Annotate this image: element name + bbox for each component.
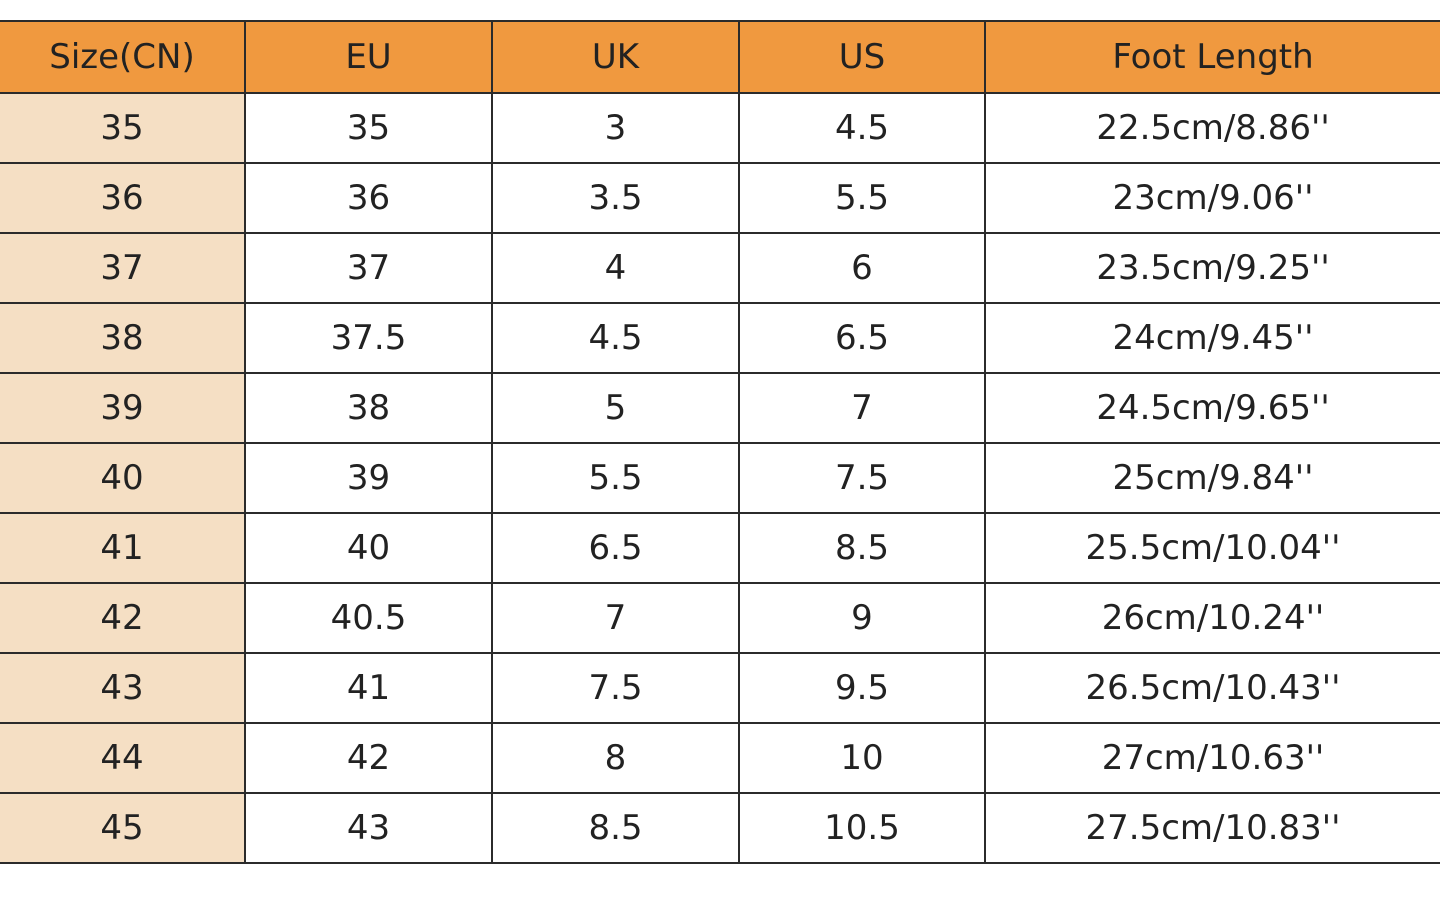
table-body: 35 35 3 4.5 22.5cm/8.86'' 36 36 3.5 5.5 23cm/9.06… — [0, 92, 1440, 864]
table-cell: 26.5cm/10.43'' — [984, 652, 1440, 724]
size-cell: 37 — [0, 232, 246, 304]
table-row: 37 37 4 6 23.5cm/9.25'' — [0, 232, 1440, 304]
table-cell: 24cm/9.45'' — [984, 302, 1440, 374]
table-cell: 10 — [738, 722, 986, 794]
size-cell: 45 — [0, 792, 246, 864]
size-cell: 42 — [0, 582, 246, 654]
table-cell: 40.5 — [244, 582, 493, 654]
table-cell: 9.5 — [738, 652, 986, 724]
header-cell: Foot Length — [984, 20, 1440, 94]
table-cell: 35 — [244, 92, 493, 164]
table-row: 42 40.5 7 9 26cm/10.24'' — [0, 582, 1440, 654]
table-cell: 6.5 — [491, 512, 740, 584]
table-cell: 6 — [738, 232, 986, 304]
size-cell: 41 — [0, 512, 246, 584]
table-row: 44 42 8 10 27cm/10.63'' — [0, 722, 1440, 794]
table-row: 40 39 5.5 7.5 25cm/9.84'' — [0, 442, 1440, 514]
table-cell: 8.5 — [491, 792, 740, 864]
table-cell: 26cm/10.24'' — [984, 582, 1440, 654]
size-cell: 39 — [0, 372, 246, 444]
header-cell: UK — [491, 20, 740, 94]
table-cell: 7 — [491, 582, 740, 654]
table-cell: 43 — [244, 792, 493, 864]
table-cell: 5 — [491, 372, 740, 444]
table-cell: 41 — [244, 652, 493, 724]
table-cell: 27cm/10.63'' — [984, 722, 1440, 794]
size-cell: 35 — [0, 92, 246, 164]
table-cell: 27.5cm/10.83'' — [984, 792, 1440, 864]
table-row: 41 40 6.5 8.5 25.5cm/10.04'' — [0, 512, 1440, 584]
table-cell: 36 — [244, 162, 493, 234]
table-cell: 23.5cm/9.25'' — [984, 232, 1440, 304]
table-cell: 39 — [244, 442, 493, 514]
table-cell: 23cm/9.06'' — [984, 162, 1440, 234]
table-row: 43 41 7.5 9.5 26.5cm/10.43'' — [0, 652, 1440, 724]
header-row: Size(CN) EU UK US Foot Length — [0, 20, 1440, 94]
table-cell: 22.5cm/8.86'' — [984, 92, 1440, 164]
table-cell: 8.5 — [738, 512, 986, 584]
table-cell: 5.5 — [491, 442, 740, 514]
table-row: 45 43 8.5 10.5 27.5cm/10.83'' — [0, 792, 1440, 864]
table-cell: 4.5 — [491, 302, 740, 374]
table-cell: 4 — [491, 232, 740, 304]
table-cell: 37 — [244, 232, 493, 304]
table-row: 39 38 5 7 24.5cm/9.65'' — [0, 372, 1440, 444]
table-row: 38 37.5 4.5 6.5 24cm/9.45'' — [0, 302, 1440, 374]
table-cell: 7.5 — [491, 652, 740, 724]
table-cell: 25.5cm/10.04'' — [984, 512, 1440, 584]
table-cell: 9 — [738, 582, 986, 654]
table-cell: 3.5 — [491, 162, 740, 234]
size-table: Size(CN) EU UK US Foot Length 35 35 3 4.5 22.5cm… — [0, 20, 1440, 864]
table-cell: 5.5 — [738, 162, 986, 234]
table-cell: 7.5 — [738, 442, 986, 514]
table-cell: 7 — [738, 372, 986, 444]
header-cell: Size(CN) — [0, 20, 246, 94]
size-cell: 43 — [0, 652, 246, 724]
table-row: 35 35 3 4.5 22.5cm/8.86'' — [0, 92, 1440, 164]
table-cell: 42 — [244, 722, 493, 794]
header-cell: US — [738, 20, 986, 94]
table-cell: 38 — [244, 372, 493, 444]
table-cell: 8 — [491, 722, 740, 794]
table-cell: 6.5 — [738, 302, 986, 374]
table-cell: 40 — [244, 512, 493, 584]
size-cell: 44 — [0, 722, 246, 794]
table-cell: 4.5 — [738, 92, 986, 164]
size-cell: 38 — [0, 302, 246, 374]
table-cell: 24.5cm/9.65'' — [984, 372, 1440, 444]
table-cell: 10.5 — [738, 792, 986, 864]
table-cell: 25cm/9.84'' — [984, 442, 1440, 514]
table-row: 36 36 3.5 5.5 23cm/9.06'' — [0, 162, 1440, 234]
table-cell: 3 — [491, 92, 740, 164]
size-chart: Size(CN) EU UK US Foot Length 35 35 3 4.5 22.5cm… — [0, 20, 1440, 864]
size-cell: 36 — [0, 162, 246, 234]
size-cell: 40 — [0, 442, 246, 514]
header-cell: EU — [244, 20, 493, 94]
table-cell: 37.5 — [244, 302, 493, 374]
